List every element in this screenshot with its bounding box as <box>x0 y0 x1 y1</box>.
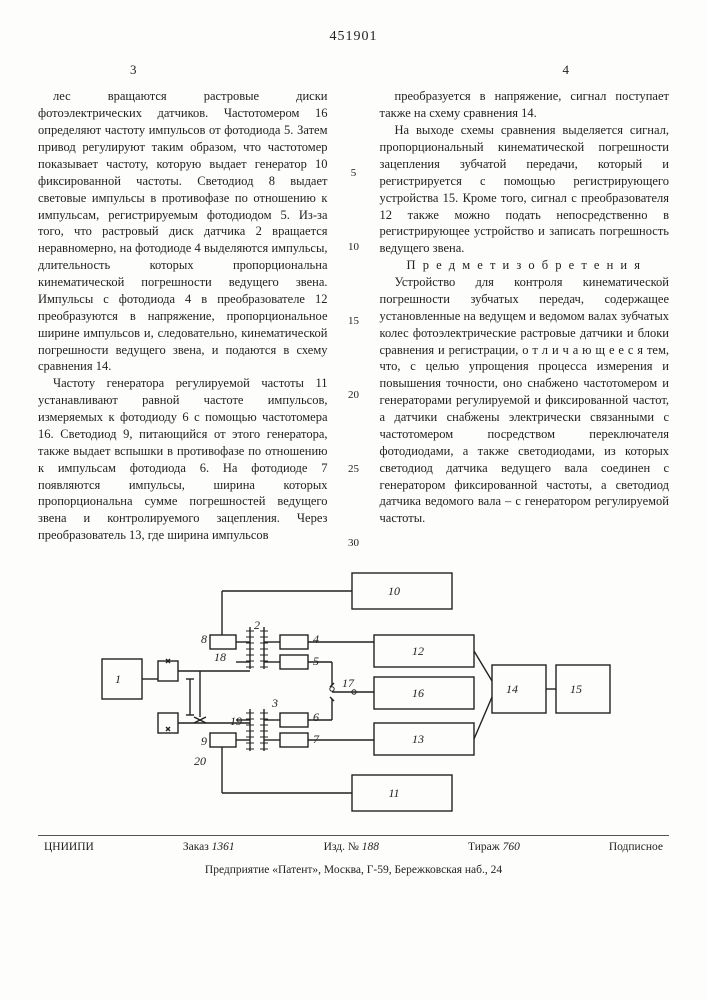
line-marker: 15 <box>348 314 359 329</box>
svg-text:3: 3 <box>271 696 278 710</box>
page-num-right: 4 <box>563 61 570 79</box>
left-p2: Частоту генератора регулируемой частоты … <box>38 375 328 544</box>
line-number-gutter: 5 10 15 20 25 30 <box>346 88 362 550</box>
claim-header: П р е д м е т и з о б р е т е н и я <box>380 257 670 274</box>
footer-izd: Изд. № 188 <box>324 840 379 856</box>
footer-line-1: ЦНИИПИ Заказ 1361 Изд. № 188 Тираж 760 П… <box>38 835 669 856</box>
left-column: лес вращаются растровые диски фотоэлектр… <box>38 88 328 550</box>
footer-tirazh: Тираж 760 <box>468 840 520 856</box>
schematic-diagram: 1012161314151118456791821920317 <box>94 565 614 825</box>
document-number: 451901 <box>38 28 669 47</box>
svg-text:8: 8 <box>201 632 207 646</box>
right-p3: Устройство для контроля кинематической п… <box>380 274 670 527</box>
right-column: преобразуется в напряжение, сигнал посту… <box>380 88 670 550</box>
svg-text:9: 9 <box>201 734 207 748</box>
svg-text:2: 2 <box>254 618 260 632</box>
svg-text:6: 6 <box>313 710 319 724</box>
svg-text:17: 17 <box>342 676 355 690</box>
right-p1: преобразуется в напряжение, сигнал посту… <box>380 88 670 122</box>
svg-text:11: 11 <box>388 786 399 800</box>
svg-text:14: 14 <box>506 682 518 696</box>
text-columns: лес вращаются растровые диски фотоэлектр… <box>38 88 669 550</box>
svg-text:7: 7 <box>313 732 320 746</box>
right-p2: На выходе схемы сравнения выделяется сиг… <box>380 122 670 257</box>
svg-text:5: 5 <box>313 654 319 668</box>
line-marker: 10 <box>348 240 359 255</box>
svg-text:1: 1 <box>115 672 121 686</box>
footer-podpis: Подписное <box>609 840 663 856</box>
svg-text:20: 20 <box>194 754 206 768</box>
page-number-row: 3 4 <box>38 61 669 79</box>
line-marker: 20 <box>348 388 359 403</box>
footer-zakaz: Заказ 1361 <box>183 840 235 856</box>
footer-address: Предприятие «Патент», Москва, Г-59, Бере… <box>38 863 669 879</box>
svg-text:12: 12 <box>412 644 424 658</box>
page-num-left: 3 <box>130 61 137 79</box>
svg-text:15: 15 <box>570 682 582 696</box>
svg-text:13: 13 <box>412 732 424 746</box>
line-marker: 30 <box>348 536 359 551</box>
svg-text:16: 16 <box>412 686 424 700</box>
svg-text:19: 19 <box>230 714 242 728</box>
line-marker: 25 <box>348 462 359 477</box>
svg-text:10: 10 <box>388 584 400 598</box>
line-marker: 5 <box>351 166 357 181</box>
svg-text:18: 18 <box>214 650 226 664</box>
left-p1: лес вращаются растровые диски фотоэлектр… <box>38 88 328 375</box>
svg-text:4: 4 <box>313 632 319 646</box>
footer: ЦНИИПИ Заказ 1361 Изд. № 188 Тираж 760 П… <box>38 835 669 879</box>
footer-org: ЦНИИПИ <box>44 840 94 856</box>
